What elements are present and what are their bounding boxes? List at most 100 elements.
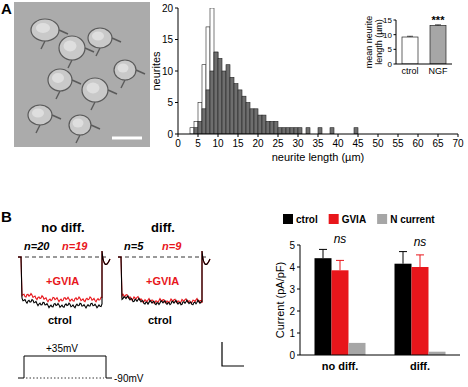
error-bar xyxy=(407,36,413,38)
hist-bar xyxy=(194,128,198,134)
neurite xyxy=(41,41,45,49)
hist-bar xyxy=(330,128,334,134)
neurite xyxy=(56,91,60,99)
cell-nucleus xyxy=(73,119,84,128)
cell xyxy=(82,78,108,102)
hist-bar xyxy=(258,115,262,134)
tick-label: 15 xyxy=(383,16,392,25)
hist-bar xyxy=(230,77,234,134)
tick-label: 0 xyxy=(167,129,173,140)
tick xyxy=(418,134,419,137)
neurite xyxy=(136,70,145,74)
page: {"chart_data": [ {"type": "histogram", "… xyxy=(0,0,468,387)
tick xyxy=(297,333,300,334)
tick-label: 0 xyxy=(175,138,181,149)
tick-label: 55 xyxy=(392,138,404,149)
tick-label: 0 xyxy=(289,350,295,361)
hist-bar xyxy=(222,71,226,134)
tick-label: 10 xyxy=(162,66,174,77)
tick xyxy=(318,134,319,137)
neurite xyxy=(96,48,100,56)
tick-label: 45 xyxy=(352,138,364,149)
bar xyxy=(315,258,332,355)
tick-label: 20 xyxy=(252,138,264,149)
axis-title: neurites xyxy=(150,51,162,91)
hist-bar xyxy=(194,121,198,134)
hist-bar xyxy=(190,128,194,134)
tick xyxy=(438,134,439,137)
tick-label: 15 xyxy=(232,138,244,149)
current-trace xyxy=(18,251,110,308)
tick-label: 4 xyxy=(289,262,295,273)
bar xyxy=(430,26,446,64)
control-label: ctrol xyxy=(48,314,72,326)
plot-area xyxy=(315,249,446,355)
tick-label: 70 xyxy=(452,138,464,149)
cell xyxy=(114,60,136,80)
tick xyxy=(178,134,179,137)
tick xyxy=(175,102,178,103)
cell-nucleus xyxy=(52,73,64,83)
axis-line xyxy=(300,245,301,355)
axis-title: length (µm) xyxy=(374,19,384,65)
legend-label: N current xyxy=(390,214,435,225)
tick xyxy=(394,20,397,21)
cell-nucleus xyxy=(92,32,104,41)
current-trace xyxy=(118,251,210,303)
tick-label: 5 xyxy=(167,97,173,108)
tick-label: 35 xyxy=(312,138,324,149)
hist-bar xyxy=(298,128,302,134)
legend-label: ctrol xyxy=(296,214,318,225)
hist-bar xyxy=(218,58,222,134)
drug-label: +GVIA xyxy=(146,275,179,287)
neurite xyxy=(68,60,72,68)
tick-label: 50 xyxy=(372,138,384,149)
tick-label: 30 xyxy=(292,138,304,149)
cell xyxy=(69,115,91,135)
hist-bar xyxy=(214,52,218,134)
neurite xyxy=(59,30,68,34)
tick xyxy=(258,134,259,137)
tick-label: 2 xyxy=(289,306,295,317)
error-bar xyxy=(336,260,344,270)
bar xyxy=(412,267,429,355)
n-label: n=5 xyxy=(124,240,144,252)
neurite xyxy=(72,80,81,84)
tick-label: 20 xyxy=(162,3,174,14)
trace-title: no diff. xyxy=(41,220,84,235)
n-label: n=9 xyxy=(162,240,182,252)
hist-bar xyxy=(242,96,246,134)
hist-bar xyxy=(262,115,266,134)
scale-bar xyxy=(112,137,142,140)
tick xyxy=(394,64,397,65)
voltage-protocol xyxy=(18,356,112,378)
error-bar xyxy=(416,255,424,267)
hist-bar xyxy=(270,121,274,134)
cell-nucleus xyxy=(87,83,100,94)
tick-label: 40 xyxy=(332,138,344,149)
neurite xyxy=(76,135,80,143)
tick xyxy=(175,8,178,9)
cell xyxy=(31,19,59,41)
tick xyxy=(297,355,300,356)
hist-bar xyxy=(234,84,238,134)
tick xyxy=(175,71,178,72)
cell xyxy=(88,28,112,48)
trace-title: diff. xyxy=(151,220,175,235)
hist-bar xyxy=(202,109,206,134)
tick xyxy=(398,134,399,137)
protocol-label: -90mV xyxy=(114,373,144,384)
hist-bar xyxy=(282,128,286,134)
category-label: NGF xyxy=(429,66,449,76)
significance: ns xyxy=(334,232,347,246)
plot-area xyxy=(190,8,358,134)
hist-bar xyxy=(274,121,278,134)
hist-bar xyxy=(206,90,210,134)
axis-title: neurite length (µm) xyxy=(272,151,365,163)
neurite xyxy=(91,125,100,129)
hist-bar xyxy=(278,128,282,134)
hist-bar xyxy=(198,103,202,135)
scale-bar xyxy=(222,342,244,366)
baseline xyxy=(118,257,208,258)
axis-line xyxy=(300,355,460,356)
